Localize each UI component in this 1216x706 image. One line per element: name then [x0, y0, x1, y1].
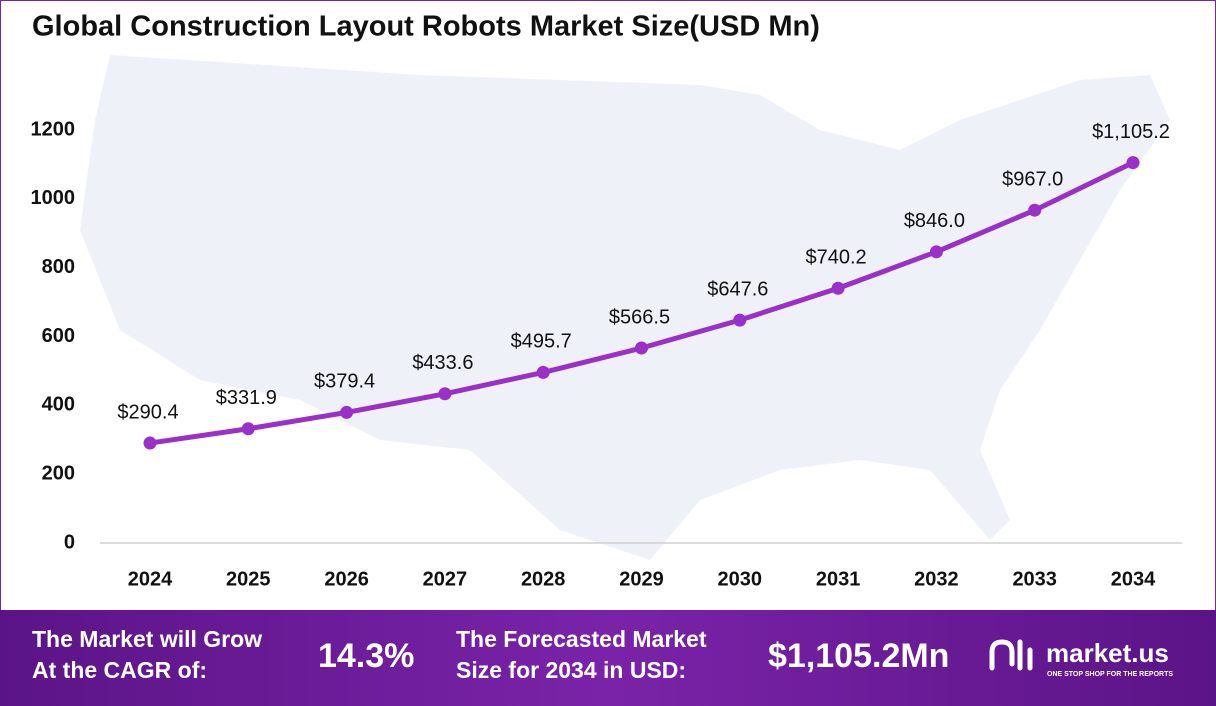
chart-title: Global Construction Layout Robots Market…	[32, 11, 820, 43]
cagr-text: At the CAGR of:	[32, 657, 207, 683]
y-tick-label: 1000	[31, 187, 76, 209]
data-point	[340, 405, 354, 419]
y-tick-label: 800	[42, 256, 75, 278]
data-label: $846.0	[904, 210, 965, 232]
x-tick-label: 2034	[1111, 568, 1156, 590]
y-tick-label: 200	[42, 462, 75, 484]
x-tick-label: 2031	[816, 568, 861, 590]
data-point	[1028, 203, 1042, 217]
data-label: $379.4	[314, 371, 375, 393]
forecast-value: $1,105.2Mn	[768, 637, 949, 675]
y-tick-label: 1200	[31, 118, 76, 140]
data-point	[733, 313, 747, 327]
x-tick-label: 2027	[423, 568, 468, 590]
x-tick-label: 2030	[718, 568, 763, 590]
data-label: $433.6	[412, 352, 473, 374]
data-point	[241, 422, 255, 436]
cagr-text: The Market will Grow	[32, 626, 262, 652]
x-tick-label: 2028	[521, 568, 566, 590]
data-point	[438, 387, 452, 401]
data-point	[635, 341, 648, 355]
x-tick-label: 2024	[128, 568, 173, 590]
x-tick-label: 2025	[226, 568, 271, 590]
cagr-value: 14.3%	[318, 637, 414, 675]
y-tick-label: 400	[42, 394, 75, 416]
x-tick-label: 2033	[1012, 568, 1057, 590]
data-label: $566.5	[609, 306, 670, 328]
y-tick-label: 600	[42, 325, 75, 347]
data-label: $740.2	[806, 247, 867, 269]
x-tick-label: 2032	[914, 568, 959, 590]
data-label: $331.9	[216, 387, 277, 409]
data-point	[1126, 156, 1140, 170]
data-point	[536, 365, 550, 379]
data-label: $1,105.2	[1092, 121, 1170, 143]
data-point	[143, 436, 157, 450]
x-tick-label: 2026	[324, 568, 369, 590]
data-label: $647.6	[707, 278, 768, 300]
data-point	[831, 281, 845, 295]
y-tick-label: 0	[64, 531, 75, 553]
data-point	[929, 245, 943, 259]
data-label: $967.0	[1002, 168, 1063, 190]
brand-logo	[989, 639, 1033, 671]
data-label: $290.4	[117, 401, 178, 423]
background-map	[80, 55, 1170, 560]
x-tick-label: 2029	[619, 568, 664, 590]
forecast-text: The Forecasted Market	[456, 626, 707, 652]
forecast-text: Size for 2034 in USD:	[456, 657, 686, 683]
brand-name: market.us	[1046, 638, 1169, 668]
data-label: $495.7	[511, 331, 572, 353]
brand-tagline: ONE STOP SHOP FOR THE REPORTS	[1047, 671, 1173, 678]
